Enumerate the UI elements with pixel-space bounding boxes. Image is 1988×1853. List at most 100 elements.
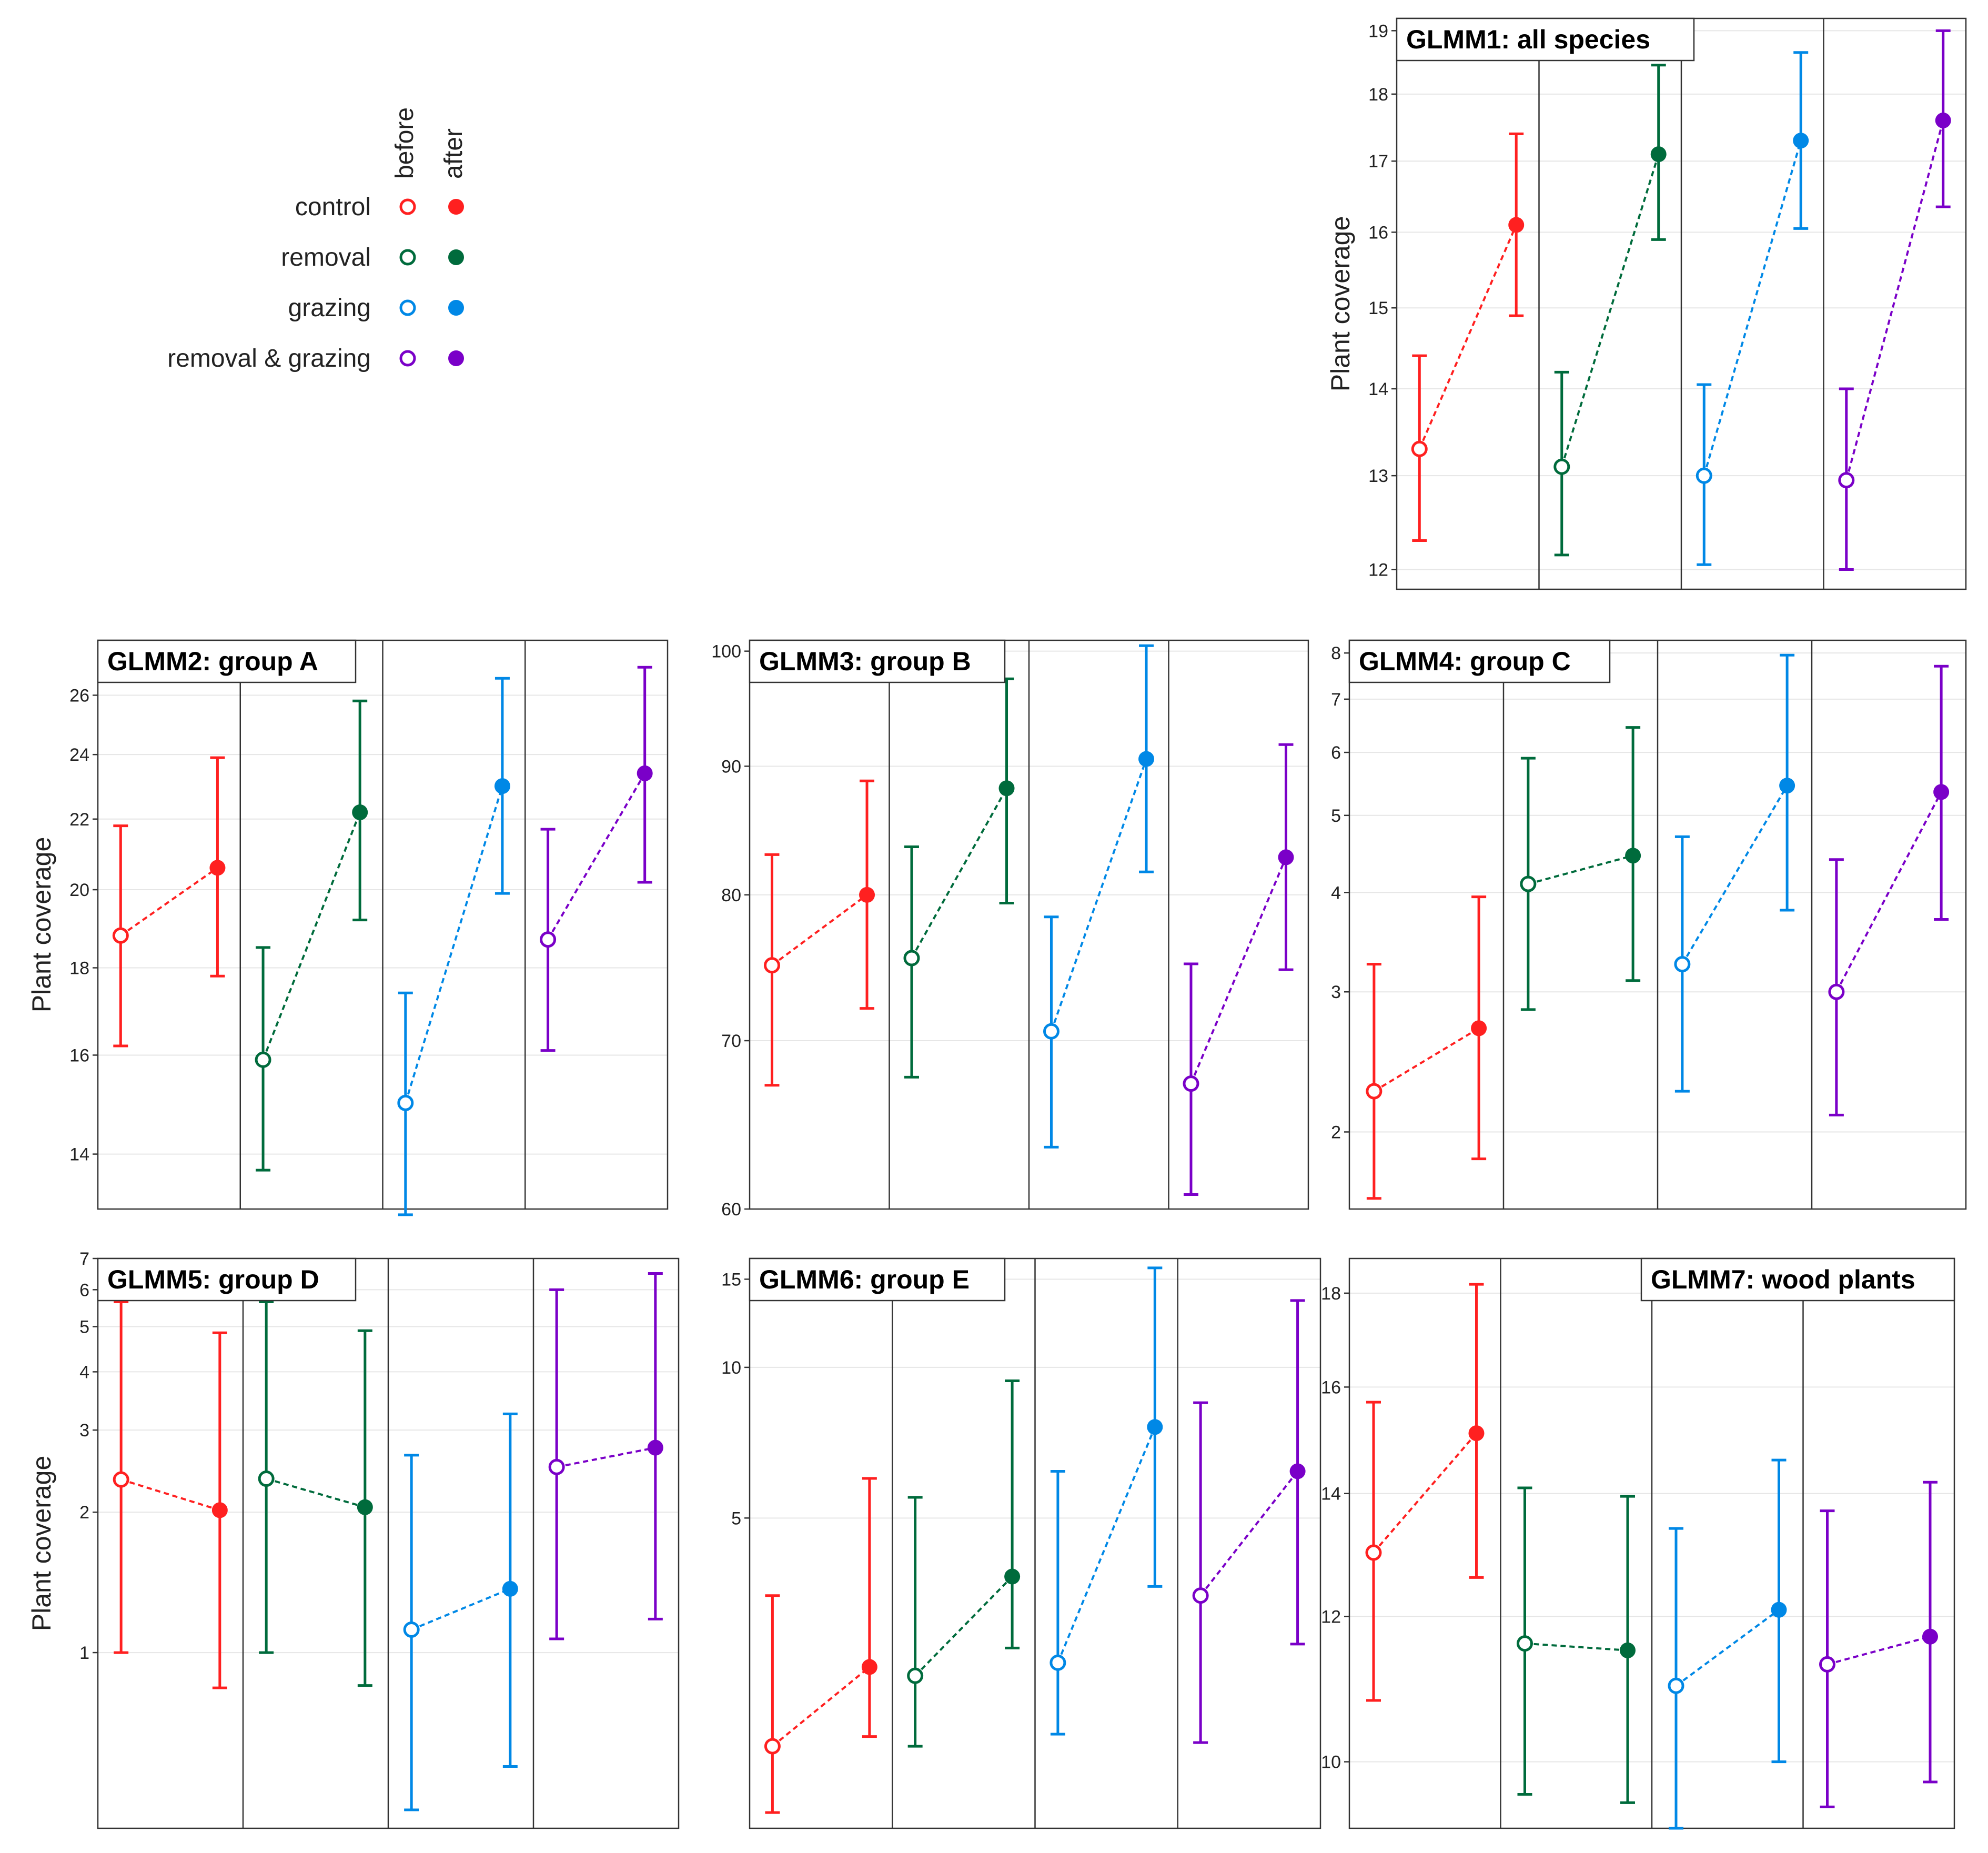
y-tick-label: 5 bbox=[79, 1317, 89, 1337]
series-removal-grazing bbox=[548, 1272, 663, 1640]
point-before bbox=[1365, 1544, 1382, 1561]
panel-title: GLMM1: all species bbox=[1406, 25, 1650, 54]
point-after bbox=[1620, 1642, 1636, 1658]
legend: before after control removal grazing rem… bbox=[167, 107, 468, 372]
point-before bbox=[764, 1738, 781, 1755]
point-after bbox=[502, 1580, 518, 1597]
series-grazing bbox=[1043, 644, 1155, 1149]
point-after bbox=[859, 887, 875, 903]
series-connector bbox=[1560, 154, 1660, 467]
point-before bbox=[1183, 1075, 1199, 1092]
panel-title-box bbox=[749, 639, 1006, 683]
series-grazing bbox=[1049, 1266, 1163, 1736]
y-tick-label: 18 bbox=[69, 959, 89, 979]
y-tick-label: 26 bbox=[69, 686, 89, 706]
series-connector bbox=[547, 772, 646, 940]
series-connector bbox=[1373, 1432, 1478, 1554]
y-tick-label: 4 bbox=[79, 1362, 89, 1382]
series-connector bbox=[1845, 120, 1944, 481]
series-removal bbox=[907, 1379, 1021, 1748]
panel-4: 2 3 4 5 6 7 8 GLMM4: group C bbox=[1331, 639, 1967, 1210]
series-connector bbox=[771, 894, 868, 966]
y-tick-label: 4 bbox=[1331, 883, 1341, 903]
point-after bbox=[1922, 1628, 1938, 1645]
series-removal bbox=[1553, 64, 1667, 557]
y-tick-label: 3 bbox=[79, 1421, 89, 1441]
point-before bbox=[1838, 472, 1855, 489]
legend-marker-before-2 bbox=[399, 299, 416, 316]
point-before bbox=[763, 957, 780, 974]
series-connector bbox=[404, 785, 503, 1103]
series-connector bbox=[772, 1666, 871, 1747]
panel-title: GLMM5: group D bbox=[107, 1265, 319, 1294]
panel-5: 1 2 3 4 5 6 7 Plant coverage GLMM5: group D bbox=[27, 1249, 680, 1829]
y-tick-label: 22 bbox=[69, 810, 89, 830]
point-after bbox=[1933, 784, 1950, 800]
point-before bbox=[403, 1621, 420, 1638]
y-tick-label: 80 bbox=[721, 885, 741, 905]
point-before bbox=[1819, 1656, 1835, 1673]
y-tick-label: 60 bbox=[721, 1200, 741, 1220]
series-removal bbox=[255, 699, 368, 1172]
point-before bbox=[1668, 1677, 1684, 1694]
y-tick-label: 10 bbox=[721, 1358, 741, 1378]
series-removal bbox=[1517, 1486, 1636, 1804]
series-connector bbox=[556, 1446, 656, 1468]
y-tick-label: 2 bbox=[1331, 1122, 1341, 1142]
point-before bbox=[1192, 1587, 1209, 1604]
point-before bbox=[903, 950, 920, 966]
series-connector bbox=[1681, 785, 1788, 965]
point-after bbox=[1289, 1463, 1306, 1479]
series-connector bbox=[1373, 1027, 1480, 1092]
series-grazing bbox=[397, 677, 510, 1216]
series-removal-grazing bbox=[1192, 1299, 1306, 1744]
point-after bbox=[209, 860, 226, 876]
point-after bbox=[357, 1499, 373, 1515]
panel-2: 14 16 18 20 22 24 26 Plant coverage GLMM2: group… bbox=[27, 639, 669, 1216]
y-tick-label: 7 bbox=[79, 1249, 89, 1269]
y-tick-label: 100 bbox=[711, 642, 741, 662]
series-control bbox=[763, 779, 875, 1087]
y-tick-label: 24 bbox=[69, 745, 89, 765]
series-connector bbox=[266, 1477, 366, 1508]
panel-title: GLMM6: group E bbox=[759, 1265, 970, 1294]
panel-title: GLMM7: wood plants bbox=[1651, 1265, 1915, 1294]
point-before bbox=[548, 1458, 565, 1475]
point-before bbox=[1553, 458, 1570, 475]
panel-title-box bbox=[1396, 17, 1695, 62]
point-before bbox=[907, 1667, 924, 1684]
y-tick-label: 18 bbox=[1321, 1284, 1341, 1304]
series-control bbox=[1366, 895, 1487, 1200]
y-tick-label: 15 bbox=[721, 1270, 741, 1290]
y-tick-label: 90 bbox=[721, 757, 741, 777]
point-after bbox=[1278, 849, 1294, 865]
y-tick-label: 6 bbox=[1331, 743, 1341, 763]
y-tick-label: 19 bbox=[1368, 21, 1388, 41]
y-tick-label: 13 bbox=[1368, 466, 1388, 486]
y-tick-label: 5 bbox=[1331, 806, 1341, 826]
series-connector bbox=[1057, 1426, 1156, 1664]
point-after bbox=[1771, 1602, 1787, 1618]
series-connector bbox=[914, 1576, 1013, 1677]
panel-title-box bbox=[749, 1257, 1006, 1302]
legend-marker-after-1 bbox=[448, 249, 464, 265]
legend-marker-before-0 bbox=[399, 198, 416, 215]
point-after bbox=[998, 780, 1015, 797]
point-after bbox=[494, 778, 510, 794]
y-tick-label: 6 bbox=[79, 1280, 89, 1300]
series-removal-grazing bbox=[1183, 743, 1294, 1196]
point-before bbox=[258, 1471, 275, 1487]
series-control bbox=[1411, 132, 1525, 542]
y-tick-label: 12 bbox=[1368, 560, 1388, 580]
y-tick-label: 70 bbox=[721, 1031, 741, 1051]
point-after bbox=[861, 1659, 877, 1675]
point-after bbox=[1779, 778, 1795, 794]
series-control bbox=[764, 1477, 877, 1814]
series-connector bbox=[1050, 758, 1147, 1032]
y-tick-label: 7 bbox=[1331, 690, 1341, 710]
y-tick-label: 3 bbox=[1331, 982, 1341, 1002]
series-removal bbox=[903, 677, 1015, 1079]
series-connector bbox=[120, 1478, 220, 1512]
legend-label-removal: removal bbox=[281, 244, 371, 271]
